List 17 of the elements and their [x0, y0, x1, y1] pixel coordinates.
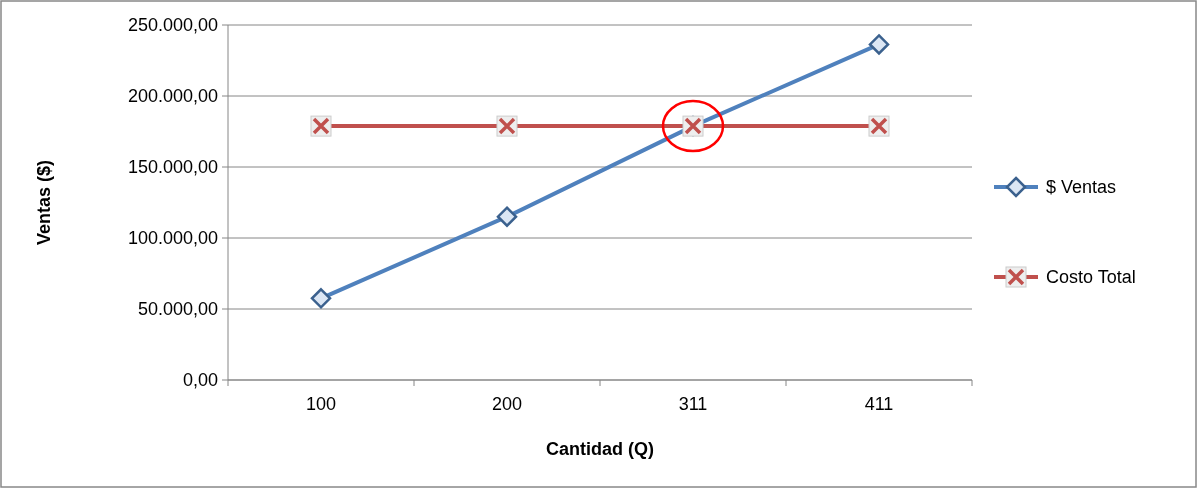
y-tick-label: 100.000,00	[127, 228, 218, 249]
x-tick-label: 100	[305, 394, 337, 414]
y-tick-label: 0,00	[182, 370, 218, 391]
y-tick-label: 50.000,00	[137, 299, 218, 320]
y-tick-label: 150.000,00	[127, 157, 218, 178]
point	[310, 288, 332, 309]
legend-label: $ Ventas	[1046, 177, 1117, 198]
point	[496, 206, 518, 227]
legend-label: Costo Total	[1046, 267, 1136, 288]
x-axis-title: Cantidad (Q)	[546, 439, 654, 459]
x-tick-label: 311	[678, 394, 708, 414]
point	[868, 34, 890, 55]
x-tick-label: 411	[864, 394, 894, 414]
y-axis-title: Ventas ($)	[34, 159, 54, 246]
y-tick-label: 200.000,00	[127, 86, 218, 107]
x-tick-label: 200	[491, 394, 523, 414]
y-tick-label: 250.000,00	[127, 15, 218, 36]
